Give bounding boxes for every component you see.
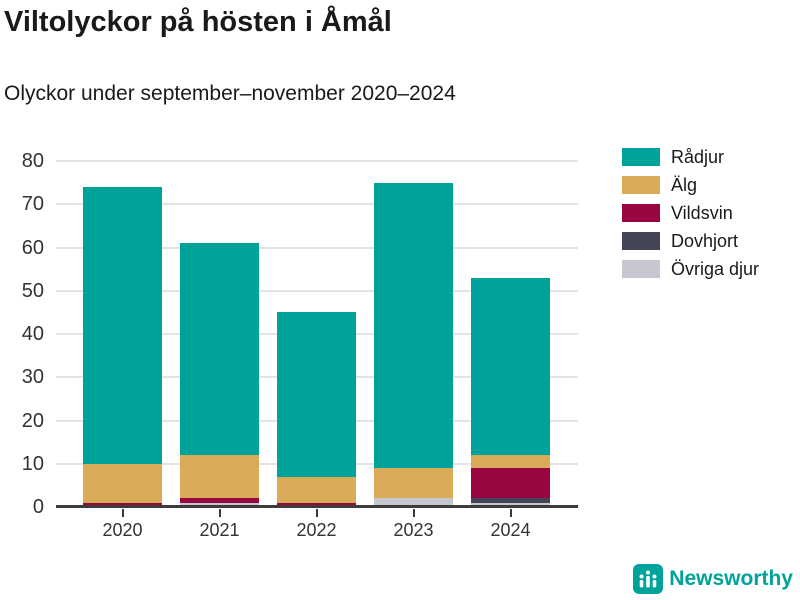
legend-swatch <box>622 260 660 278</box>
legend-swatch <box>622 148 660 166</box>
x-axis-label-2024: 2024 <box>490 520 531 540</box>
bar-segment-2024-Rådjur <box>471 277 550 456</box>
bar-segment-2021-Vildsvin <box>180 498 259 503</box>
bar-segment-2024-Vildsvin <box>471 468 550 499</box>
x-tick-2024 <box>509 509 512 517</box>
x-axis-label-2023: 2023 <box>393 520 434 540</box>
bar-segment-2022-Rådjur <box>277 312 356 477</box>
x-axis-label-2020: 2020 <box>102 520 143 540</box>
branding: Newsworthy <box>633 564 793 594</box>
bar-2023 <box>374 150 453 507</box>
legend-label: Älg <box>671 174 698 195</box>
bar-segment-2023-Rådjur <box>374 182 453 469</box>
legend-label: Övriga djur <box>671 258 760 279</box>
gridline-80 <box>56 160 578 162</box>
bar-segment-2023-Övriga djur <box>374 498 453 507</box>
bar-segment-2023-Älg <box>374 468 453 499</box>
bar-segment-2022-Vildsvin <box>277 502 356 507</box>
bar-segment-2021-Älg <box>180 455 259 499</box>
bar-segment-2024-Dovhjort <box>471 498 550 503</box>
bar-2021 <box>180 150 259 507</box>
legend-label: Rådjur <box>671 146 725 167</box>
y-axis-label-80: 80 <box>21 150 44 172</box>
bar-segment-2024-Övriga djur <box>471 502 550 507</box>
newsworthy-logo-icon <box>633 564 664 594</box>
bar-2022 <box>277 150 356 507</box>
gridline-60 <box>56 246 578 249</box>
legend-swatch <box>622 176 660 194</box>
bar-segment-2020-Älg <box>83 463 162 503</box>
y-axis-label-60: 60 <box>21 236 44 259</box>
gridline-50 <box>56 289 578 292</box>
bar-segment-2024-Älg <box>471 455 550 469</box>
legend-label: Dovhjort <box>671 230 739 251</box>
x-tick-2020 <box>121 509 124 517</box>
gridline-70 <box>56 203 578 206</box>
bar-segment-2021-Övriga djur <box>180 502 259 507</box>
legend: Rådjur Älg Vildsvin Dovhjort Övriga djur <box>622 146 760 288</box>
y-axis-label-40: 40 <box>21 323 44 345</box>
legend-label: Vildsvin <box>671 202 733 223</box>
bar-segment-2020-Rådjur <box>83 186 162 464</box>
legend-item-Övriga djur: Övriga djur <box>622 258 760 279</box>
chart-title: Viltolyckor på hösten i Åmål <box>4 6 392 38</box>
bar-segment-2020-Vildsvin <box>83 502 162 507</box>
y-axis-label-30: 30 <box>21 366 44 389</box>
legend-swatch <box>622 232 660 250</box>
chart-subtitle: Olyckor under september–november 2020–20… <box>4 82 456 105</box>
x-axis-line <box>56 505 578 508</box>
legend-item-Älg: Älg <box>622 174 759 195</box>
legend-swatch <box>622 204 660 222</box>
y-axis-label-0: 0 <box>32 496 44 518</box>
y-axis-label-10: 10 <box>21 452 44 475</box>
plot-area <box>56 150 578 508</box>
x-tick-2022 <box>315 509 318 517</box>
x-tick-2023 <box>412 509 415 517</box>
bar-2024 <box>471 150 550 507</box>
x-tick-2021 <box>218 509 221 517</box>
x-axis-label-2022: 2022 <box>296 520 337 540</box>
y-axis-label-20: 20 <box>21 409 44 432</box>
legend-item-Rådjur: Rådjur <box>622 146 759 167</box>
legend-item-Vildsvin: Vildsvin <box>622 202 759 223</box>
bar-segment-2021-Rådjur <box>180 243 259 456</box>
y-axis-label-50: 50 <box>21 279 44 302</box>
bar-2020 <box>83 150 162 507</box>
bar-segment-2022-Älg <box>277 476 356 503</box>
branding-name: Newsworthy <box>669 567 793 590</box>
legend-item-Dovhjort: Dovhjort <box>622 230 759 251</box>
x-axis-label-2021: 2021 <box>199 520 240 540</box>
y-axis-label-70: 70 <box>21 193 44 216</box>
